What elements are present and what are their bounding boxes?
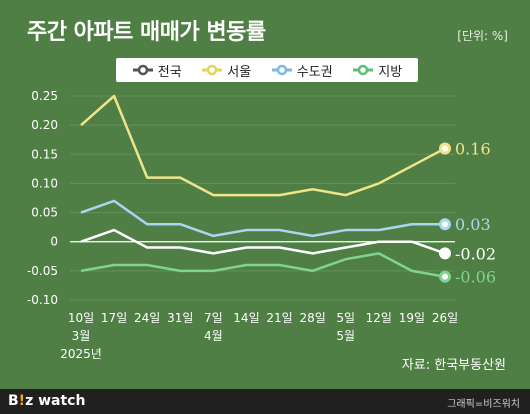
- y-tick-label: 0.10: [31, 176, 58, 190]
- month-label: 4월: [204, 329, 223, 343]
- legend-label-local: 지방: [378, 64, 403, 80]
- series-end-label-0: -0.02: [455, 244, 496, 263]
- legend-label-capital: 수도권: [296, 64, 333, 80]
- x-tick-label: 17일: [101, 311, 127, 325]
- source-label: 자료: 한국부동산원: [401, 358, 506, 373]
- unit-label: [단위: %]: [457, 29, 508, 43]
- month-label: 3월: [72, 329, 91, 343]
- y-tick-label: 0: [50, 235, 58, 249]
- legend-label-seoul: 서울: [227, 64, 252, 80]
- x-tick-label: 19일: [399, 311, 425, 325]
- x-tick-label: 26일: [432, 311, 458, 325]
- series-line-1: [80, 94, 446, 197]
- series-end-label-1: 0.16: [455, 139, 491, 158]
- legend-item-capital: 수도권: [271, 61, 333, 80]
- graphic-credit: 그래픽=비즈워치: [447, 399, 520, 410]
- brand-logo: B!z watch: [8, 393, 86, 409]
- x-tick-label: 24일: [134, 311, 160, 325]
- x-tick-label: 28일: [299, 311, 325, 325]
- month-label: 2025년: [60, 347, 102, 361]
- series-line-0: [80, 228, 446, 255]
- legend-swatch-seoul: [202, 64, 223, 76]
- series-end-label-2: 0.03: [455, 215, 491, 234]
- legend-item-seoul: 서울: [201, 61, 251, 80]
- x-tick-label: 7일: [204, 311, 223, 325]
- y-tick-label: 0.15: [31, 147, 58, 161]
- chart-title: 주간 아파트 매매가 변동률: [27, 20, 266, 45]
- x-tick-label: 10일: [68, 311, 94, 325]
- series-line-3: [80, 252, 446, 278]
- legend-swatch-capital: [271, 64, 292, 76]
- legend: 전국 서울 수도권 지방: [116, 58, 418, 82]
- legend-item-local: 지방: [352, 61, 402, 80]
- series-line-2: [80, 199, 445, 238]
- y-tick-label: 0.20: [31, 118, 58, 132]
- x-tick-label: 5일: [336, 311, 355, 325]
- legend-label-national: 전국: [157, 64, 182, 80]
- legend-item-national: 전국: [132, 61, 182, 80]
- y-tick-label: 0.05: [31, 206, 58, 220]
- footer-bar: B!z watch 그래픽=비즈워치: [0, 389, 530, 414]
- legend-swatch-national: [132, 64, 153, 76]
- x-tick-label: 12일: [366, 311, 392, 325]
- y-tick-label: -0.10: [27, 293, 58, 307]
- series-end-marker-3: [439, 270, 451, 283]
- series-end-label-3: -0.06: [455, 268, 496, 287]
- legend-swatch-local: [353, 64, 374, 76]
- x-tick-label: 31일: [167, 311, 193, 325]
- line-chart: 0.25 0.20 0.15 0.10 0.05 0 -0.05 -0.10 10일 17일 24일…: [27, 89, 496, 361]
- x-tick-label: 14일: [233, 311, 259, 325]
- series-end-marker-2: [439, 218, 451, 231]
- y-tick-label: 0.25: [31, 89, 58, 103]
- month-label: 5월: [336, 329, 355, 343]
- y-tick-label: -0.05: [27, 264, 58, 278]
- series-end-marker-0: [439, 247, 451, 260]
- series-end-marker-1: [439, 142, 451, 155]
- x-tick-label: 21일: [266, 311, 292, 325]
